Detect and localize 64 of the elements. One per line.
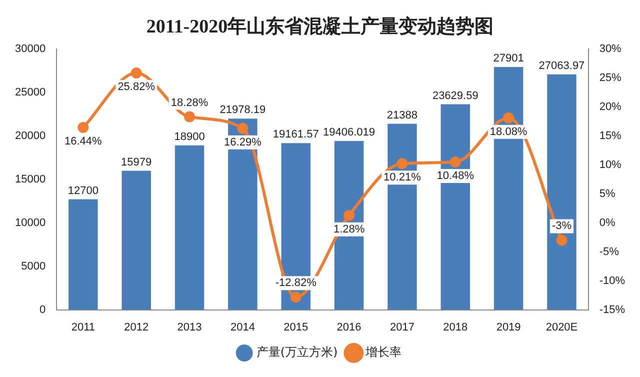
x-tick-label: 2017 [390,321,414,334]
data-label: -12.82% [275,277,317,290]
x-tick-label: 2011 [71,321,96,334]
y2-tick-label: -5% [599,246,620,258]
chart-title: 2011-2020年山东省混凝土产量变动趋势图 [146,15,494,38]
x-tick-label: 2012 [124,321,149,334]
y2-tick-label: 0% [599,216,616,229]
y2-tick-label: 15% [599,130,622,142]
bar [547,74,576,310]
x-tick-label: 2019 [496,321,521,334]
x-tick-label: 2015 [284,321,308,334]
point [184,111,196,122]
x-tick-label: 2013 [177,321,202,334]
y-tick-label: 5000 [21,260,46,272]
bar [174,145,204,310]
legend-label: 增长率 [364,345,402,360]
x-tick-label: 2016 [336,321,362,334]
point [344,210,355,221]
point [396,158,408,170]
point [450,156,461,168]
data-label: 19406.019 [323,126,376,138]
data-label: 18900 [174,130,205,143]
y2-tick-label: 25% [599,72,622,84]
data-label: 27901 [493,52,524,65]
data-label: 1.28% [333,223,365,236]
x-tick-label: 2020E [546,321,578,334]
y2-tick-label: 20% [599,100,622,113]
data-label: 19161.57 [272,128,319,141]
data-label: 12700 [68,184,98,197]
y2-tick-label: 10% [599,158,622,171]
y-tick-label: 0 [39,304,46,316]
bar [68,199,98,310]
data-label: 21388 [386,109,418,122]
y2-tick-label: 30% [599,42,622,55]
data-label: 21978.19 [220,104,266,116]
y-tick-label: 30000 [14,42,46,55]
point [237,122,248,134]
data-label: 25.82% [118,81,156,94]
data-label: 10.21% [384,172,422,184]
point [78,122,89,133]
data-label: -3% [552,220,572,232]
y2-tick-label: -10% [599,274,626,287]
data-label: 16.29% [224,136,262,148]
y-tick-label: 15000 [14,173,46,186]
data-label: 15979 [121,156,152,168]
x-tick-label: 2018 [443,321,468,334]
data-label: 18.28% [170,96,208,109]
x-tick-label: 2014 [230,321,255,334]
point [503,112,514,124]
data-label: 10.48% [436,170,474,182]
data-label: 18.08% [490,126,528,138]
point [290,292,302,303]
legend-label: 产量(万立方米) [256,345,338,360]
point [130,68,142,79]
point [556,234,568,246]
data-label: 27063.97 [538,60,585,72]
data-label: 23629.59 [432,90,478,102]
y-tick-label: 20000 [14,130,46,142]
bar [122,170,151,310]
y-tick-label: 10000 [14,216,46,229]
y2-tick-label: -15% [599,304,626,316]
y2-tick-label: 5% [599,188,616,200]
y-tick-label: 25000 [14,86,46,98]
data-label: 16.44% [64,135,102,148]
